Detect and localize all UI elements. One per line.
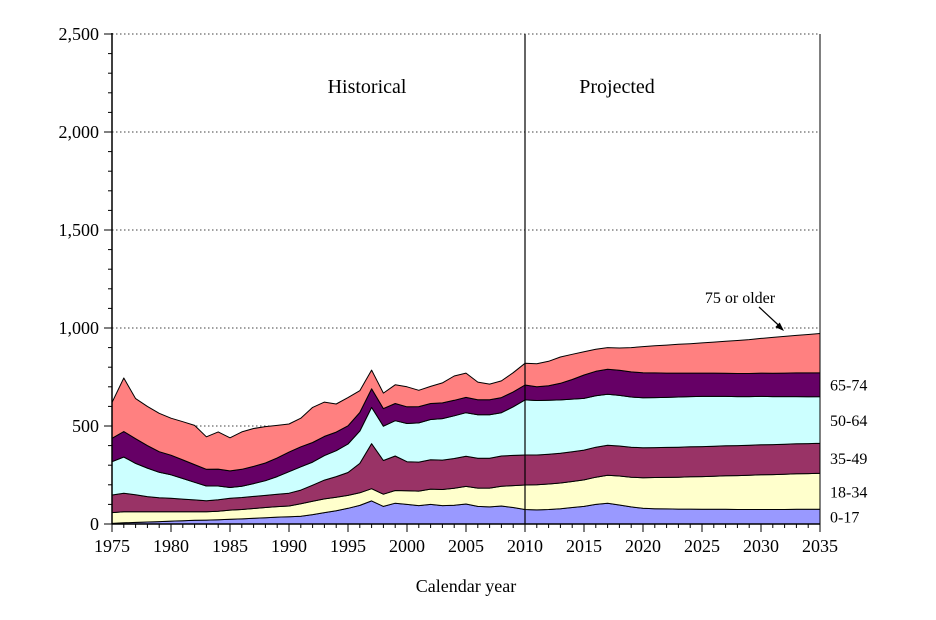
x-tick-label: 1975	[94, 536, 130, 556]
label-projected: Projected	[579, 76, 655, 98]
y-tick-label: 500	[72, 416, 99, 436]
x-tick-label: 2010	[507, 536, 543, 556]
y-tick-label: 1,500	[59, 220, 100, 240]
x-axis-title: Calendar year	[416, 576, 516, 596]
x-tick-label: 2005	[448, 536, 484, 556]
label-historical: Historical	[328, 76, 407, 98]
arrow-head	[775, 322, 784, 331]
x-tick-label: 2015	[566, 536, 602, 556]
y-tick-label: 2,000	[59, 122, 100, 142]
edge-label-50-64: 50-64	[830, 413, 867, 430]
stacked-areas	[111, 333, 821, 525]
x-tick-label: 2035	[802, 536, 838, 556]
x-tick-label: 1980	[153, 536, 189, 556]
edge-label-0-17: 0-17	[830, 510, 859, 527]
axis-ticks	[104, 33, 821, 532]
series-edge-labels: 0-17 18-34 35-49 50-64 65-74	[830, 378, 867, 527]
axis-tick-labels: 0 500 1,000 1,500 2,000 2,500 1975 1980 1985 1990…	[59, 24, 839, 556]
y-tick-label: 1,000	[59, 318, 100, 338]
annotation-75-or-older: 75 or older	[705, 290, 776, 307]
x-tick-label: 2030	[743, 536, 779, 556]
edge-label-18-34: 18-34	[830, 484, 867, 501]
edge-label-65-74: 65-74	[830, 378, 867, 395]
x-tick-label: 1995	[330, 536, 366, 556]
x-tick-label: 2020	[625, 536, 661, 556]
x-tick-label: 2025	[684, 536, 720, 556]
x-tick-label: 1990	[271, 536, 307, 556]
x-tick-label: 2000	[389, 536, 425, 556]
annotation-arrow	[758, 306, 784, 331]
arrow-line	[758, 306, 782, 328]
x-tick-label: 1985	[212, 536, 248, 556]
edge-label-35-49: 35-49	[830, 451, 867, 468]
y-tick-label: 2,500	[59, 24, 100, 44]
y-tick-label: 0	[90, 514, 99, 534]
